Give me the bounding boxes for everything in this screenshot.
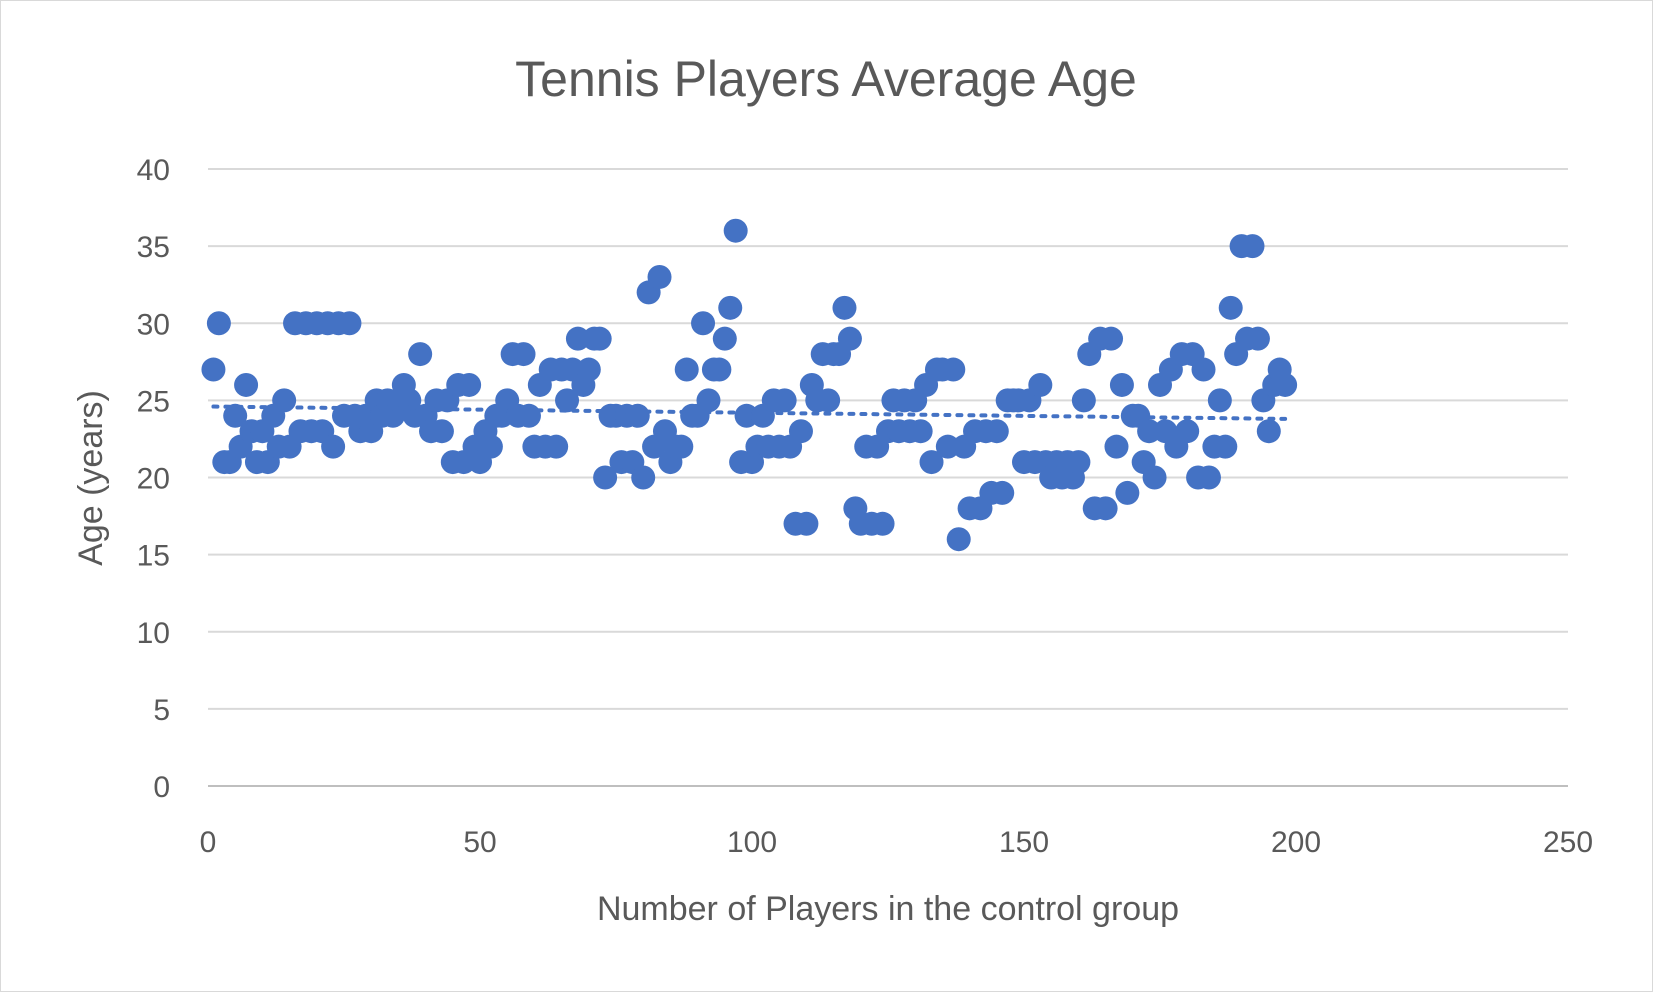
data-point — [837, 326, 862, 351]
data-point — [1240, 234, 1265, 259]
x-axis-title: Number of Players in the control group — [597, 890, 1179, 928]
y-tick-label: 20 — [137, 463, 170, 496]
data-point — [206, 311, 231, 336]
y-axis-tick-labels: 0 5 10 15 20 25 30 35 40 — [137, 154, 170, 804]
data-point — [1109, 372, 1134, 397]
data-point — [707, 357, 732, 382]
data-point — [1071, 388, 1096, 413]
data-point — [919, 450, 944, 475]
y-tick-label: 5 — [153, 694, 170, 727]
data-point — [669, 434, 694, 459]
data-point — [576, 357, 601, 382]
data-point — [555, 388, 580, 413]
data-point — [516, 403, 541, 428]
data-point — [816, 388, 841, 413]
data-point — [429, 419, 454, 444]
y-tick-label: 30 — [137, 308, 170, 341]
data-point — [723, 218, 748, 243]
data-point — [990, 480, 1015, 505]
x-axis-tick-labels: 0 50 100 150 200 250 — [200, 826, 1593, 859]
x-tick-label: 250 — [1543, 826, 1593, 859]
data-point — [1207, 388, 1232, 413]
data-point — [1245, 326, 1270, 351]
y-tick-label: 40 — [137, 154, 170, 187]
x-tick-label: 0 — [200, 826, 217, 859]
data-point — [1175, 419, 1200, 444]
data-point — [908, 419, 933, 444]
data-point — [946, 527, 971, 552]
y-axis-title: Age (years) — [72, 390, 110, 566]
data-point — [691, 311, 716, 336]
data-point — [321, 434, 346, 459]
data-point — [1104, 434, 1129, 459]
data-point — [870, 511, 895, 536]
data-point — [337, 311, 362, 336]
data-point — [587, 326, 612, 351]
data-point — [631, 465, 656, 490]
data-point — [984, 419, 1009, 444]
chart-title: Tennis Players Average Age — [515, 51, 1137, 107]
data-point — [478, 434, 503, 459]
data-point — [772, 388, 797, 413]
data-point — [408, 342, 433, 367]
data-point — [712, 326, 737, 351]
y-tick-label: 25 — [137, 385, 170, 418]
data-point — [696, 388, 721, 413]
data-point — [223, 403, 248, 428]
y-tick-label: 15 — [137, 540, 170, 573]
x-tick-label: 100 — [727, 826, 777, 859]
x-tick-label: 200 — [1271, 826, 1321, 859]
data-point — [718, 295, 743, 320]
data-point — [1196, 465, 1221, 490]
data-point — [674, 357, 699, 382]
data-point — [1273, 372, 1298, 397]
data-point — [1093, 496, 1118, 521]
data-point — [625, 403, 650, 428]
data-point — [1218, 295, 1243, 320]
data-point — [511, 342, 536, 367]
data-point — [832, 295, 857, 320]
data-point — [1213, 434, 1238, 459]
trendline — [211, 404, 1288, 421]
y-tick-label: 35 — [137, 231, 170, 264]
data-point — [201, 357, 226, 382]
data-point — [593, 465, 618, 490]
data-point — [1115, 480, 1140, 505]
data-point — [457, 372, 482, 397]
data-point — [1142, 465, 1167, 490]
x-tick-label: 150 — [999, 826, 1049, 859]
data-point — [544, 434, 569, 459]
data-point — [1028, 372, 1053, 397]
data-point — [234, 372, 259, 397]
x-tick-label: 50 — [463, 826, 496, 859]
data-point — [1066, 450, 1091, 475]
data-point — [941, 357, 966, 382]
data-points — [201, 218, 1298, 552]
data-point — [1099, 326, 1124, 351]
data-point — [788, 419, 813, 444]
data-point — [1256, 419, 1281, 444]
y-tick-label: 0 — [153, 771, 170, 804]
data-point — [1191, 357, 1216, 382]
data-point — [647, 264, 672, 289]
data-point — [794, 511, 819, 536]
y-tick-label: 10 — [137, 617, 170, 650]
